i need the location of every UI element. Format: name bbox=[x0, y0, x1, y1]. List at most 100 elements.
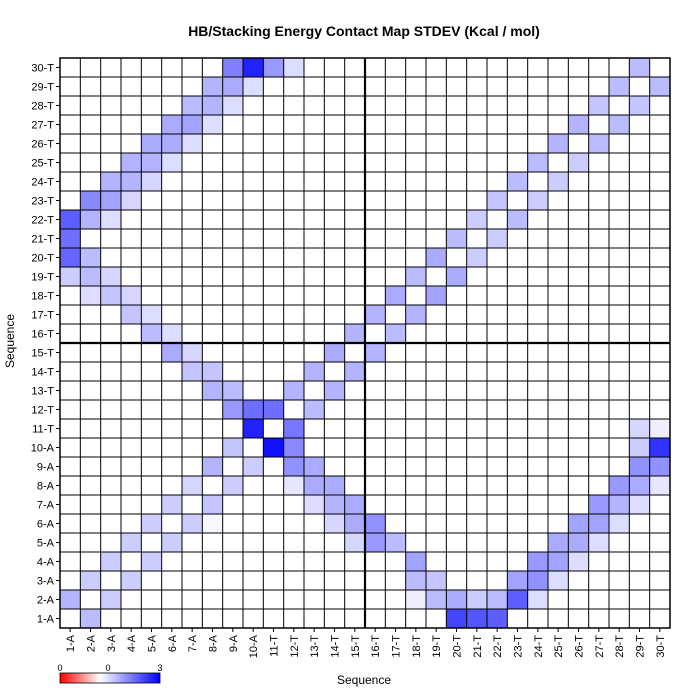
heatmap-cell bbox=[222, 324, 244, 344]
heatmap-cell bbox=[283, 248, 305, 268]
heatmap-cell bbox=[283, 419, 305, 439]
heatmap-cell bbox=[100, 77, 122, 97]
heatmap-cell bbox=[385, 533, 406, 553]
heatmap-cell bbox=[100, 58, 122, 78]
heatmap-cell bbox=[263, 267, 284, 287]
heatmap-cell bbox=[385, 153, 406, 173]
heatmap-cell bbox=[80, 495, 101, 515]
heatmap-cell bbox=[466, 552, 488, 572]
heatmap-cell bbox=[263, 248, 284, 268]
heatmap-cell bbox=[324, 286, 345, 306]
heatmap-cell bbox=[446, 362, 467, 382]
heatmap-cell bbox=[182, 267, 203, 287]
heatmap-cell bbox=[324, 172, 345, 192]
heatmap-cell bbox=[121, 210, 142, 230]
heatmap-cell bbox=[588, 571, 610, 591]
chart-title: HB/Stacking Energy Contact Map STDEV (Kc… bbox=[188, 23, 540, 39]
heatmap-cell bbox=[182, 172, 203, 192]
heatmap-cell bbox=[405, 153, 427, 173]
heatmap-cell bbox=[141, 476, 162, 496]
heatmap-cell bbox=[202, 419, 223, 439]
heatmap-cell bbox=[202, 58, 223, 78]
heatmap-cell bbox=[121, 58, 142, 78]
heatmap-cell bbox=[385, 305, 406, 325]
heatmap-cell bbox=[649, 191, 671, 211]
heatmap-cell bbox=[344, 476, 366, 496]
heatmap-cell bbox=[527, 115, 549, 135]
heatmap-cell bbox=[100, 476, 122, 496]
heatmap-cell bbox=[649, 457, 671, 477]
heatmap-cell bbox=[487, 438, 508, 458]
heatmap-cell bbox=[161, 400, 183, 420]
heatmap-cell bbox=[304, 96, 325, 116]
heatmap-cell bbox=[365, 58, 386, 78]
heatmap-cell bbox=[304, 552, 325, 572]
heatmap-cell bbox=[588, 495, 610, 515]
heatmap-cell bbox=[100, 267, 122, 287]
heatmap-cell bbox=[222, 96, 244, 116]
heatmap-cell bbox=[466, 609, 488, 629]
heatmap-cell bbox=[222, 191, 244, 211]
heatmap-cell bbox=[121, 476, 142, 496]
heatmap-cell bbox=[60, 324, 81, 344]
heatmap-cell bbox=[100, 362, 122, 382]
heatmap-cell bbox=[385, 495, 406, 515]
heatmap-cell bbox=[527, 96, 549, 116]
heatmap-cell bbox=[243, 533, 264, 553]
heatmap-cell bbox=[527, 286, 549, 306]
heatmap-cell bbox=[222, 381, 244, 401]
heatmap-cell bbox=[100, 191, 122, 211]
heatmap-cell bbox=[304, 400, 325, 420]
heatmap-cell bbox=[304, 191, 325, 211]
heatmap-cell bbox=[405, 77, 427, 97]
heatmap-cell bbox=[405, 191, 427, 211]
y-tick-label: 17-T bbox=[31, 310, 54, 322]
heatmap-cell bbox=[182, 77, 203, 97]
y-tick-label: 28-T bbox=[31, 101, 54, 113]
heatmap-cell bbox=[507, 419, 528, 439]
heatmap-cell bbox=[121, 609, 142, 629]
heatmap-cell bbox=[324, 571, 345, 591]
heatmap-cell bbox=[609, 457, 630, 477]
heatmap-cell bbox=[487, 381, 508, 401]
heatmap-cell bbox=[426, 571, 447, 591]
heatmap-cell bbox=[304, 476, 325, 496]
heatmap-cell bbox=[568, 324, 589, 344]
heatmap-cell bbox=[182, 115, 203, 135]
heatmap-cell bbox=[568, 495, 589, 515]
heatmap-cell bbox=[344, 590, 366, 610]
heatmap-cell bbox=[60, 96, 81, 116]
heatmap-cell bbox=[446, 590, 467, 610]
heatmap-cell bbox=[304, 267, 325, 287]
heatmap-cell bbox=[182, 552, 203, 572]
heatmap-cell bbox=[121, 419, 142, 439]
heatmap-cell bbox=[568, 96, 589, 116]
heatmap-cell bbox=[243, 476, 264, 496]
heatmap-cell bbox=[100, 153, 122, 173]
heatmap-cell bbox=[629, 153, 650, 173]
heatmap-cell bbox=[202, 552, 223, 572]
heatmap-cell bbox=[487, 96, 508, 116]
heatmap-cell bbox=[527, 58, 549, 78]
heatmap-cell bbox=[283, 134, 305, 154]
heatmap-cell bbox=[487, 590, 508, 610]
heatmap-cell bbox=[324, 533, 345, 553]
heatmap-cell bbox=[507, 248, 528, 268]
heatmap-cell bbox=[243, 210, 264, 230]
heatmap-cell bbox=[548, 609, 569, 629]
heatmap-cell bbox=[649, 229, 671, 249]
heatmap-cell bbox=[222, 571, 244, 591]
heatmap-cell bbox=[487, 514, 508, 534]
heatmap-cell bbox=[629, 400, 650, 420]
heatmap-cell bbox=[365, 514, 386, 534]
heatmap-cell bbox=[161, 324, 183, 344]
heatmap-cell bbox=[507, 134, 528, 154]
heatmap-cell bbox=[161, 419, 183, 439]
heatmap-cell bbox=[527, 381, 549, 401]
heatmap-cell bbox=[405, 400, 427, 420]
heatmap-cell bbox=[629, 267, 650, 287]
heatmap-cell bbox=[283, 115, 305, 135]
heatmap-cell bbox=[649, 533, 671, 553]
heatmap-cell bbox=[466, 305, 488, 325]
heatmap-cell bbox=[141, 134, 162, 154]
